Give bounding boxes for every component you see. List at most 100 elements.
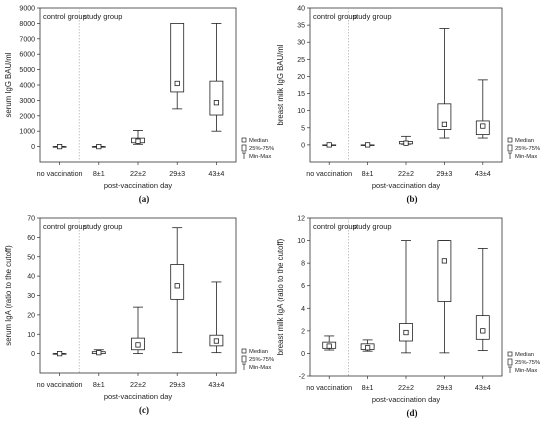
median-marker	[57, 143, 63, 150]
x-tick-label: 22±2	[398, 383, 414, 392]
y-tick-label: 15	[297, 91, 305, 98]
legend-median-marker	[241, 137, 247, 143]
y-tick-label: 2000	[19, 113, 35, 120]
y-tick-label: 6	[301, 283, 305, 290]
x-tick-label: 43±4	[208, 380, 224, 389]
y-tick-label: 35	[297, 23, 305, 30]
legend-label: Min-Max	[249, 154, 271, 160]
iqr-box	[437, 103, 452, 130]
x-tick-label: 8±1	[362, 169, 374, 178]
legend-median-marker	[507, 351, 513, 357]
box-3	[131, 130, 145, 145]
median-marker	[364, 345, 371, 351]
y-tick-label: 2	[301, 328, 305, 335]
box-1	[322, 335, 337, 351]
group-label-control: control group	[43, 12, 87, 21]
legend-label: Median	[515, 352, 534, 358]
x-tick-label: 8±1	[93, 169, 105, 178]
median-marker	[480, 328, 486, 334]
legend-box-marker	[241, 355, 247, 363]
y-tick-label: 70	[27, 216, 35, 223]
y-tick-label: 30	[27, 293, 35, 300]
median-marker	[403, 140, 409, 146]
box-2	[91, 143, 106, 150]
box-4	[170, 227, 185, 354]
legend-label: Median	[249, 138, 268, 144]
y-tick-label: 6000	[19, 52, 35, 59]
group-label-study: study group	[83, 12, 122, 21]
x-tick-label: no vaccination	[306, 169, 352, 178]
legend-box-marker	[507, 144, 513, 152]
median-marker	[213, 338, 219, 344]
x-tick-label: 29±3	[436, 383, 452, 392]
x-axis-label: post-vaccination day	[372, 181, 441, 190]
box-2	[360, 339, 375, 352]
x-tick-label: 8±1	[93, 380, 105, 389]
group-label-study: study group	[83, 222, 122, 231]
median-marker	[135, 138, 141, 144]
box-5	[475, 79, 490, 139]
box-2	[360, 142, 375, 148]
y-axis-label: breast milk IgA (ratio to the cutoff)	[276, 238, 285, 355]
legend: Median 25%-75% Min-Max	[507, 137, 540, 160]
y-tick-label: 0	[31, 144, 35, 151]
median-marker	[326, 142, 332, 148]
box-4	[170, 22, 185, 110]
box-4	[437, 28, 452, 139]
median-marker	[213, 100, 219, 106]
box-5	[209, 281, 224, 354]
group-label-control: control group	[43, 222, 87, 231]
x-tick-label: 22±2	[130, 380, 146, 389]
box-5	[475, 248, 490, 352]
group-label-study: study group	[352, 12, 391, 21]
y-tick-label: 5	[301, 125, 305, 132]
median-marker	[364, 142, 371, 148]
legend-label: Median	[249, 349, 268, 355]
group-label-control: control group	[313, 222, 357, 231]
iqr-box	[170, 264, 185, 300]
x-axis-label: post-vaccination day	[104, 181, 173, 190]
panel-label: (d)	[407, 408, 418, 418]
iqr-box	[170, 22, 185, 93]
x-tick-label: no vaccination	[306, 383, 352, 392]
legend-label: 25%-75%	[249, 146, 274, 152]
y-tick-label: 50	[27, 254, 35, 261]
median-marker	[135, 342, 141, 348]
legend-label: Min-Max	[249, 365, 271, 371]
legend: Median 25%-75% Min-Max	[507, 351, 540, 374]
y-tick-label: 5000	[19, 67, 35, 74]
median-marker	[403, 329, 409, 336]
y-tick-label: 25	[297, 57, 305, 64]
legend-box-marker	[241, 144, 247, 152]
box-1	[322, 142, 337, 148]
y-tick-label: 20	[27, 312, 35, 319]
x-tick-label: 43±4	[208, 169, 224, 178]
x-tick-label: 29±3	[436, 169, 452, 178]
iqr-box	[437, 240, 452, 302]
y-tick-label: 10	[297, 108, 305, 115]
y-tick-label: 12	[297, 216, 305, 223]
y-tick-label: 7000	[19, 36, 35, 43]
y-tick-label: 10	[27, 332, 35, 339]
group-label-control: control group	[313, 12, 357, 21]
box-4	[437, 240, 452, 354]
box-1	[52, 143, 67, 150]
box-5	[209, 22, 224, 132]
y-tick-label: 0	[301, 142, 305, 149]
legend-box-marker	[507, 358, 513, 366]
median-marker	[57, 351, 63, 357]
y-tick-label: 3000	[19, 98, 35, 105]
group-label-study: study group	[352, 222, 391, 231]
y-tick-label: 8000	[19, 21, 35, 28]
y-tick-label: 1000	[19, 129, 35, 136]
x-axis-label: post-vaccination day	[104, 392, 173, 401]
x-tick-label: 22±2	[398, 169, 414, 178]
y-tick-label: 60	[27, 235, 35, 242]
y-axis-label: serum IgG BAU/ml	[4, 52, 13, 117]
median-marker	[441, 258, 448, 264]
iqr-box	[209, 80, 224, 116]
y-tick-label: 4	[301, 306, 305, 313]
